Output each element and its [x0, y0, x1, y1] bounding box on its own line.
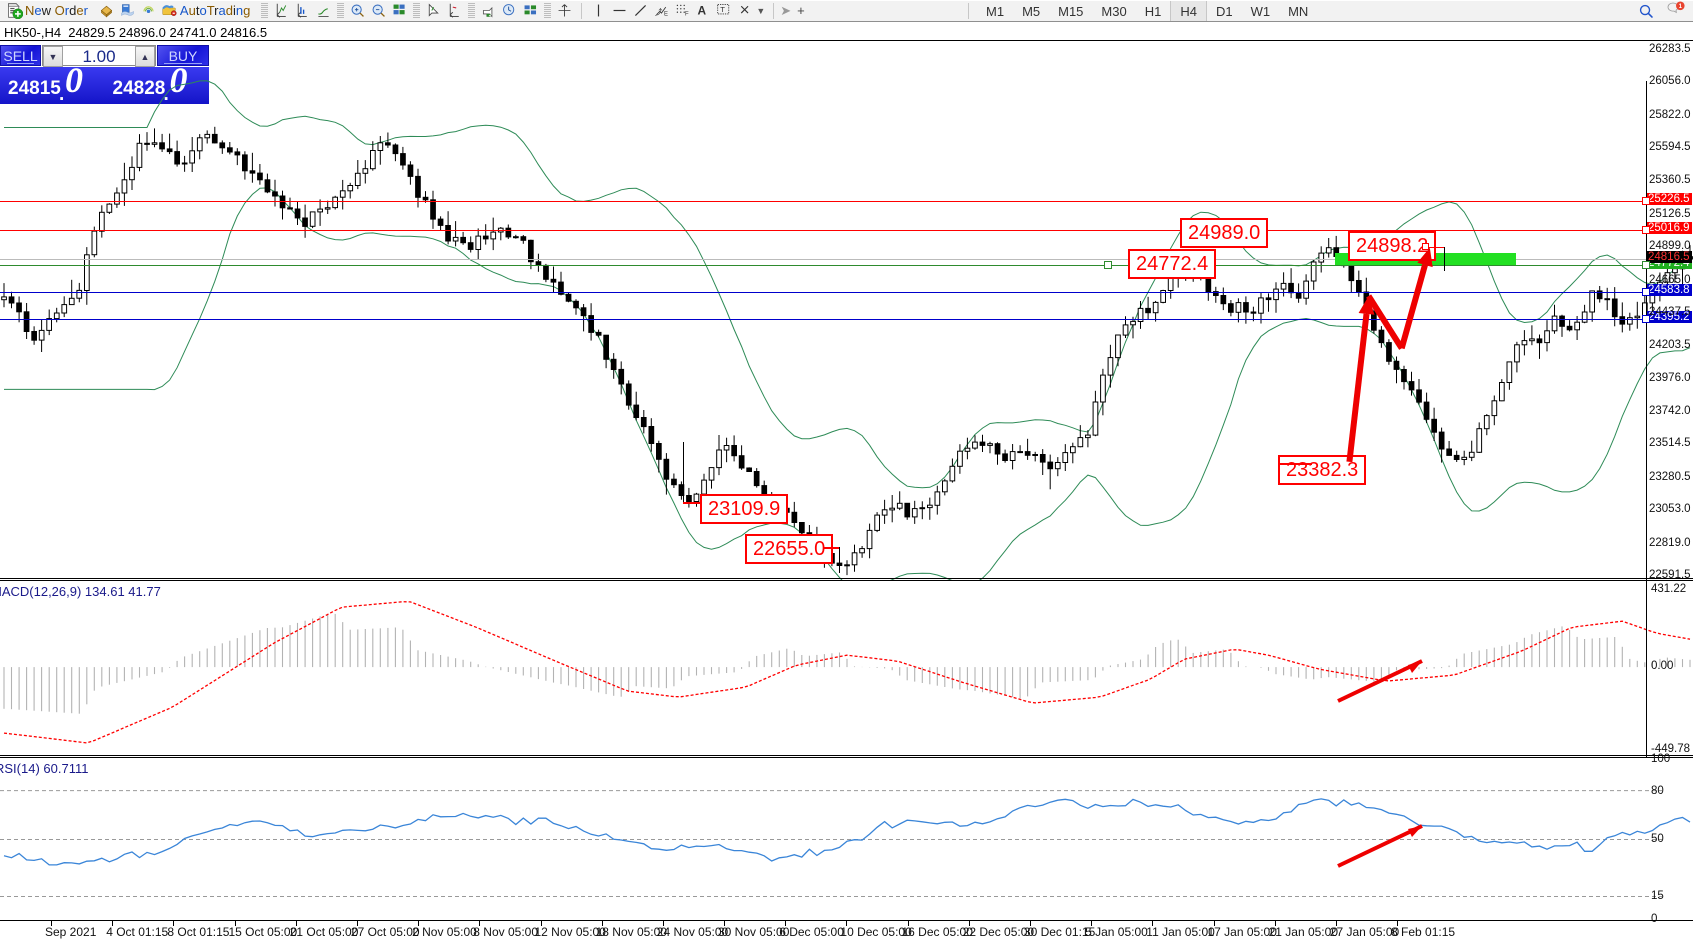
svg-text:A: A	[698, 4, 707, 18]
svg-text:⤴: ⤴	[655, 7, 663, 17]
svg-text:E: E	[664, 12, 668, 18]
svg-text:T: T	[721, 5, 726, 14]
svg-text:F: F	[685, 12, 689, 18]
